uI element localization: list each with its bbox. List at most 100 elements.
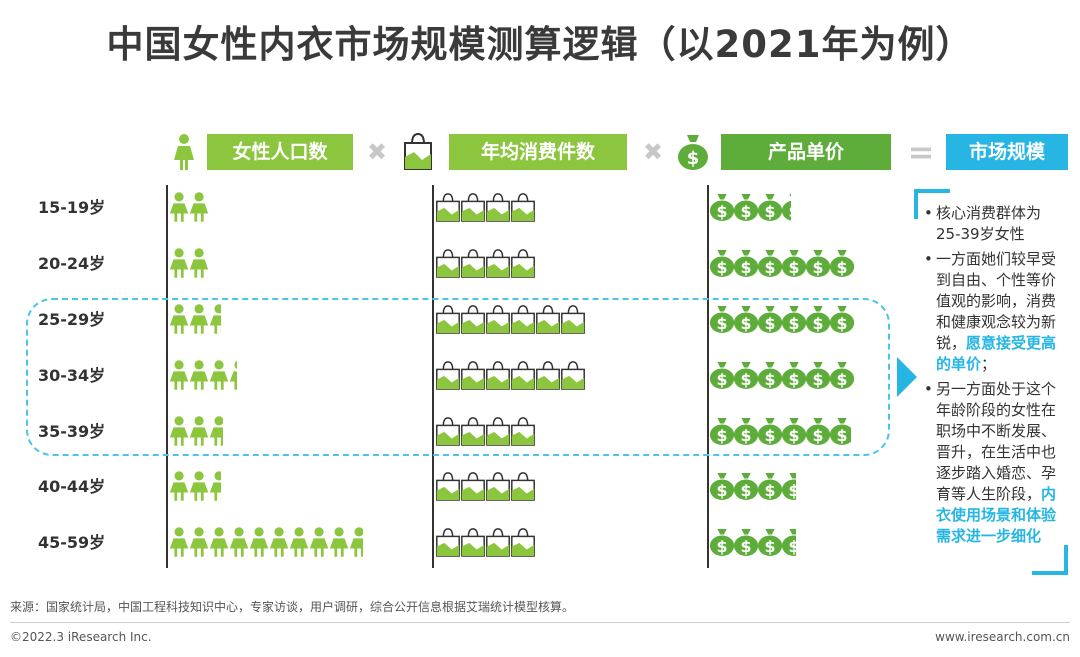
icon-row — [168, 302, 221, 336]
source-note: 来源：国家统计局，中国工程科技知识中心，专家访谈，用户调研，综合公开信息根据艾瑞… — [10, 600, 575, 614]
money-bag-icon: $ — [733, 193, 759, 221]
arrow-right-icon — [897, 357, 917, 397]
icon-row: $ $ $ $ — [709, 525, 796, 559]
svg-text:$: $ — [813, 370, 824, 389]
shopping-bag-icon — [536, 361, 560, 390]
note-text: 一方面她们较早受到自由、个性等价值观的影响，消费和健康观念较为新锐， — [936, 250, 1057, 352]
svg-text:$: $ — [741, 481, 752, 500]
shopping-bag-icon — [511, 249, 535, 278]
shopping-bag-icon — [511, 305, 535, 334]
woman-icon — [209, 360, 229, 390]
svg-text:$: $ — [717, 426, 728, 445]
money-bag-icon: $ — [733, 249, 759, 277]
shopping-bag-icon — [436, 305, 460, 334]
svg-text:$: $ — [741, 537, 752, 556]
svg-text:$: $ — [717, 537, 728, 556]
header-annual-purchases: 年均消费件数 — [449, 134, 627, 170]
header-population: 女性人口数 — [207, 134, 353, 170]
money-bag-icon: $ — [709, 249, 735, 277]
money-bag-icon: $ — [829, 249, 855, 277]
money-bag-icon: $ — [678, 135, 708, 170]
header-unit-price: 产品单价 — [721, 134, 891, 170]
icon-row — [434, 469, 537, 503]
woman-icon — [174, 134, 194, 170]
bracket-bottom-right — [1032, 545, 1068, 575]
icon-row — [434, 358, 587, 392]
svg-text:$: $ — [789, 314, 800, 333]
svg-text:$: $ — [813, 258, 824, 277]
money-bag-icon: $ — [829, 417, 852, 445]
woman-icon — [229, 527, 249, 557]
bracket-top-left — [914, 189, 950, 219]
row-label: 30-34岁 — [38, 366, 106, 385]
shopping-bag-icon — [486, 528, 510, 557]
shopping-bag-icon — [486, 472, 510, 501]
money-bag-icon: $ — [829, 305, 855, 333]
axis-population — [166, 185, 168, 568]
icon-row: $ $ $ $ $ $ — [709, 246, 856, 280]
svg-text:$: $ — [789, 202, 792, 221]
svg-text:$: $ — [813, 426, 824, 445]
svg-text:$: $ — [687, 148, 700, 169]
shopping-bag-icon — [436, 249, 460, 278]
shopping-bag-icon — [511, 417, 535, 446]
shopping-bag-icon — [486, 305, 510, 334]
woman-icon — [229, 360, 237, 390]
woman-icon — [189, 527, 209, 557]
shopping-bag-icon — [461, 193, 485, 222]
shopping-bag-icon — [461, 417, 485, 446]
row-label: 15-19岁 — [38, 198, 106, 217]
woman-icon — [249, 527, 269, 557]
note-text: 核心消费群体为25-39岁女性 — [936, 204, 1042, 243]
shopping-bag-icon — [536, 305, 560, 334]
money-bag-icon: $ — [781, 249, 807, 277]
money-bag-icon: $ — [781, 528, 796, 556]
woman-icon — [169, 416, 189, 446]
woman-icon — [169, 527, 189, 557]
svg-text:$: $ — [717, 258, 728, 277]
shopping-bag-icon — [436, 472, 460, 501]
svg-text:$: $ — [741, 314, 752, 333]
note-item: 另一方面处于这个年龄阶段的女性在职场中不断发展、晋升，在生活中也逐步踏入婚恋、孕… — [924, 379, 1064, 547]
woman-icon — [329, 527, 349, 557]
core-group-highlight — [26, 298, 890, 456]
svg-text:$: $ — [717, 314, 728, 333]
icon-row — [168, 358, 237, 392]
money-bag-icon: $ — [757, 193, 783, 221]
money-bag-icon: $ — [733, 361, 759, 389]
website: www.iresearch.com.cn — [935, 630, 1070, 644]
copyright: ©2022.3 iResearch Inc. — [10, 630, 152, 644]
shopping-bag-icon — [461, 472, 485, 501]
woman-icon — [209, 416, 223, 446]
shopping-bag-icon — [436, 417, 460, 446]
woman-icon — [169, 248, 189, 278]
shopping-bag-icon — [486, 249, 510, 278]
woman-icon — [189, 471, 209, 501]
icon-row: $ $ $ $ — [709, 190, 792, 224]
svg-text:$: $ — [717, 481, 728, 500]
icon-row: $ $ $ $ $ $ — [709, 414, 852, 448]
svg-text:$: $ — [837, 370, 848, 389]
shopping-bag-icon — [436, 193, 460, 222]
svg-text:$: $ — [837, 426, 848, 445]
shopping-bag-icon — [511, 472, 535, 501]
woman-icon — [269, 527, 289, 557]
woman-icon — [169, 192, 189, 222]
icon-row: $ $ $ $ $ $ — [709, 358, 856, 392]
svg-text:$: $ — [789, 370, 800, 389]
money-bag-icon: $ — [781, 472, 796, 500]
money-bag-icon: $ — [733, 417, 759, 445]
page-title: 中国女性内衣市场规模测算逻辑（以2021年为例） — [106, 23, 974, 66]
money-bag-icon: $ — [805, 249, 831, 277]
money-bag-icon: $ — [805, 417, 831, 445]
svg-text:$: $ — [765, 426, 776, 445]
icon-row — [168, 469, 221, 503]
shopping-bag-icon — [404, 132, 432, 170]
note-item: 一方面她们较早受到自由、个性等价值观的影响，消费和健康观念较为新锐，愿意接受更高… — [924, 249, 1064, 375]
woman-icon — [189, 360, 209, 390]
woman-icon — [189, 416, 209, 446]
money-bag-icon: $ — [733, 305, 759, 333]
note-text: 另一方面处于这个年龄阶段的女性在职场中不断发展、晋升，在生活中也逐步踏入婚恋、孕… — [936, 380, 1057, 503]
shopping-bag-icon — [486, 193, 510, 222]
svg-text:$: $ — [789, 481, 796, 500]
